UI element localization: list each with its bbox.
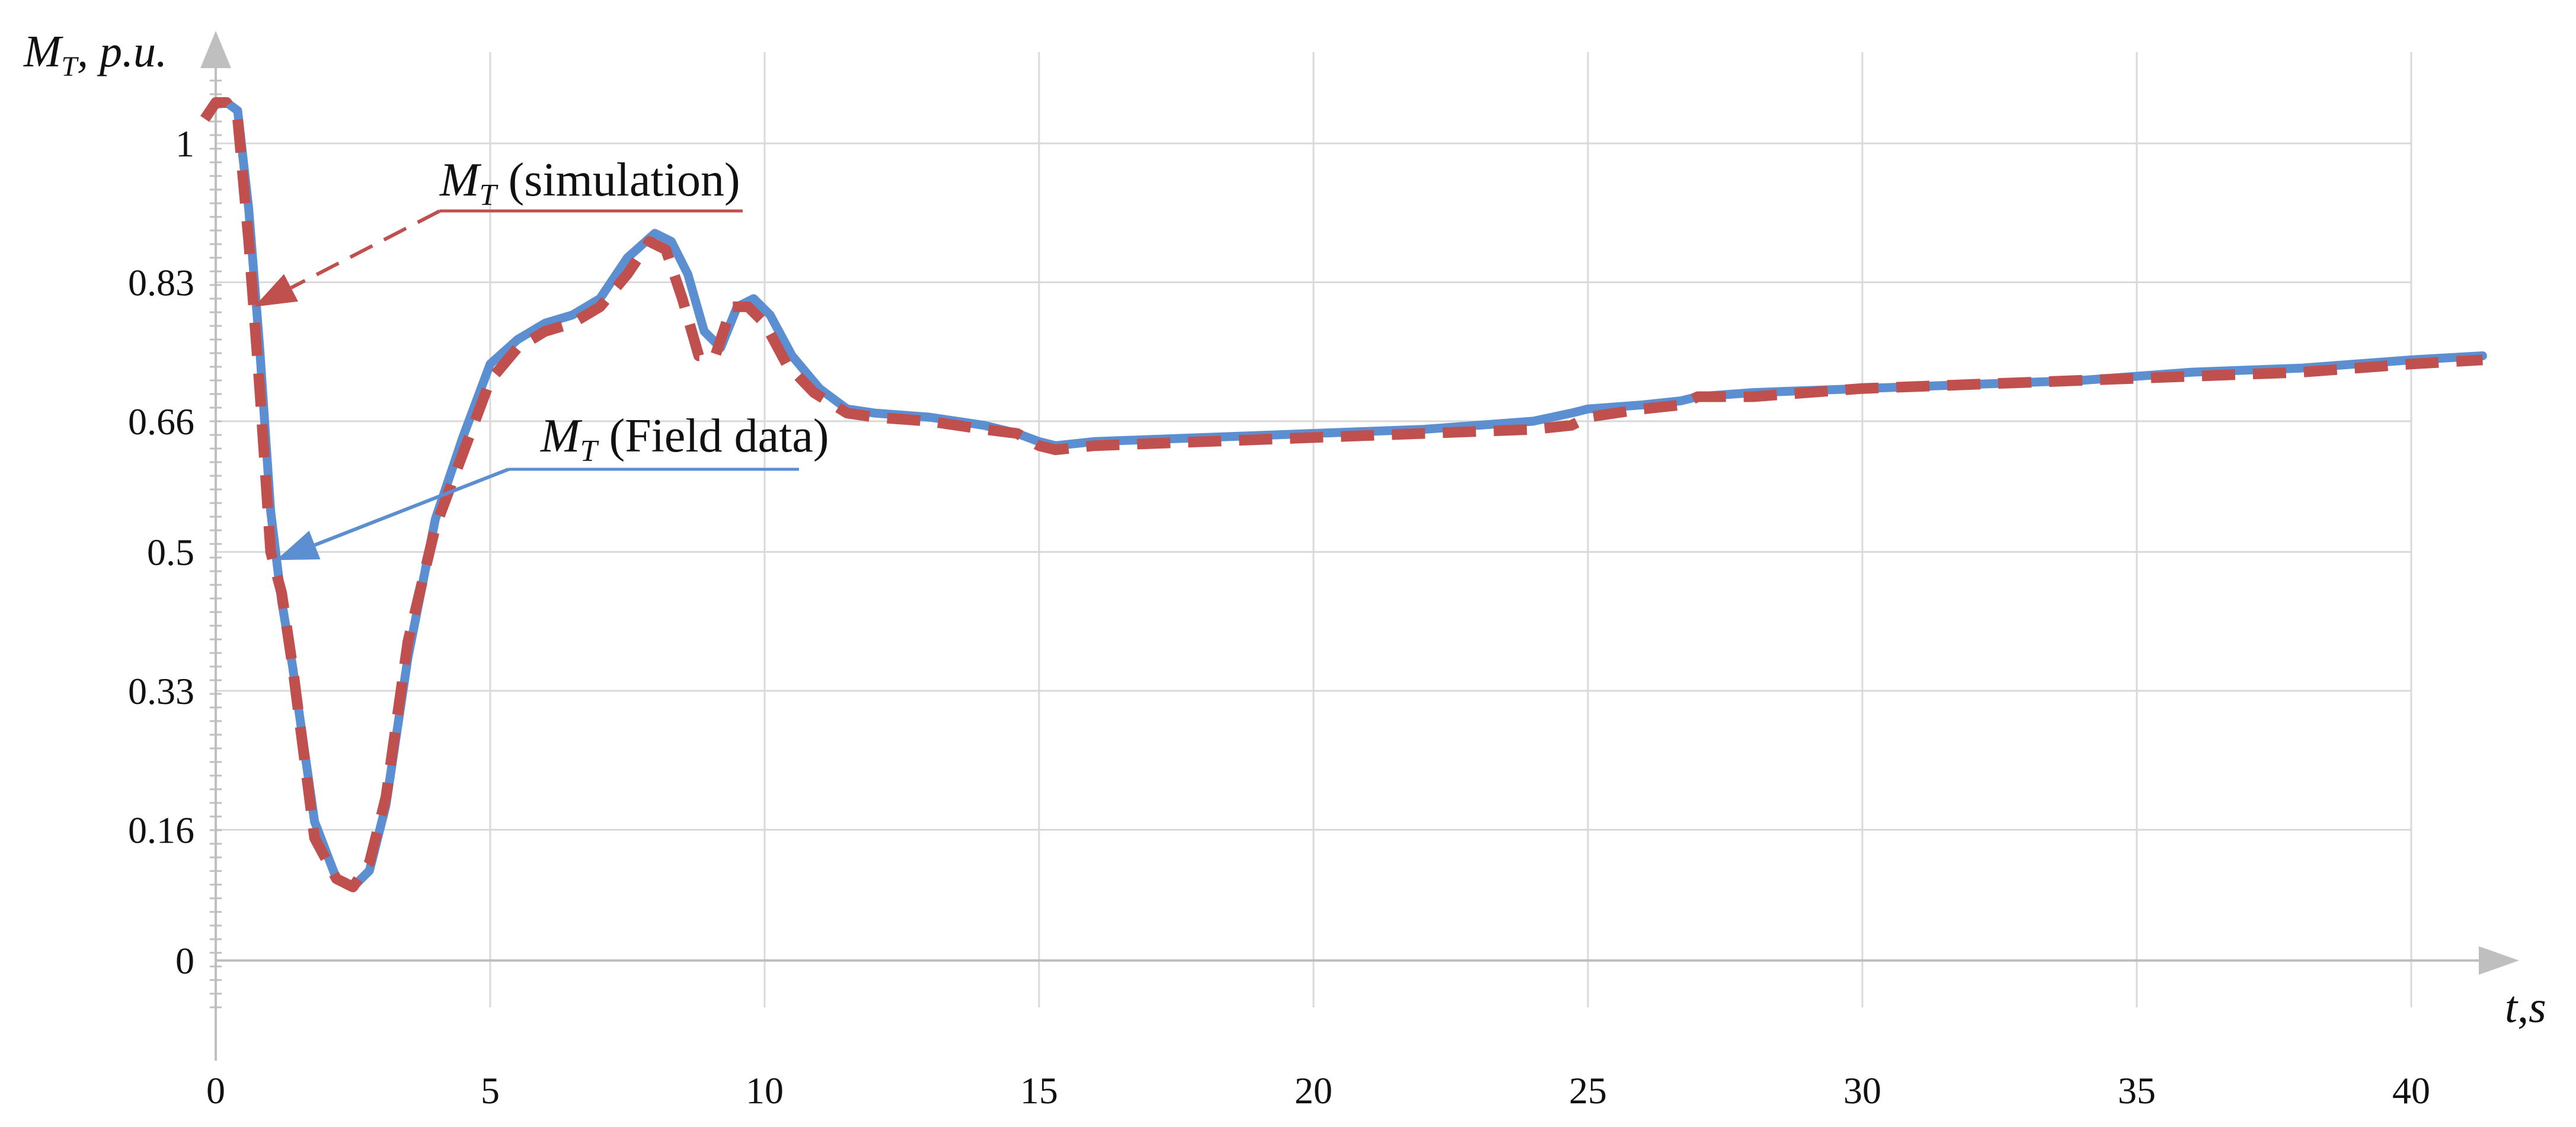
axes	[200, 31, 2519, 1061]
annotation-text: (Field data)	[597, 410, 829, 462]
x-axis-arrowhead	[2479, 946, 2519, 975]
annotation-text: (simulation)	[497, 154, 740, 206]
y-tick-labels: 0 0.16 0.33 0.5 0.66 0.83 1	[128, 123, 194, 982]
x-tick-label: 35	[2118, 1070, 2156, 1112]
annotation-symbol: M	[540, 410, 583, 462]
x-tick-label: 0	[206, 1070, 225, 1112]
annotation-subscript: T	[580, 434, 599, 468]
y-tick-label: 0.66	[128, 401, 194, 443]
x-tick-label: 25	[1569, 1070, 1607, 1112]
x-axis-title: t,s	[2505, 982, 2546, 1032]
annotation-symbol: M	[439, 154, 482, 206]
annotation-arrowhead	[254, 274, 298, 307]
y-axis-title-subscript: T	[61, 51, 79, 82]
series-line-simulation	[200, 97, 2483, 892]
y-tick-label: 0.5	[147, 532, 194, 574]
y-tick-label: 0	[175, 940, 194, 982]
series-line-field-data	[211, 98, 2487, 892]
y-tick-label: 1	[175, 123, 194, 165]
x-tick-label: 30	[1843, 1070, 1881, 1112]
x-tick-label: 10	[746, 1070, 784, 1112]
y-axis-title-symbol: M	[23, 27, 63, 76]
x-axis-title-unit: s	[2529, 982, 2546, 1032]
y-tick-label: 0.33	[128, 670, 194, 712]
x-tick-label: 5	[481, 1070, 500, 1112]
y-axis-title: MT, p.u.	[23, 27, 167, 82]
annotation-leader-line	[290, 209, 441, 290]
y-axis-title-rest: , p.u.	[77, 27, 167, 76]
x-tick-label: 15	[1020, 1070, 1058, 1112]
annotation-label: MT (simulation)	[439, 154, 740, 212]
x-axis-title-separator: ,	[2517, 982, 2529, 1032]
x-axis-title-symbol: t	[2505, 982, 2519, 1032]
annotation-label: MT (Field data)	[540, 410, 829, 468]
x-tick-label: 40	[2392, 1070, 2430, 1112]
y-tick-label: 0.83	[128, 261, 194, 303]
y-axis-arrowhead	[200, 31, 231, 68]
y-tick-label: 0.16	[128, 809, 194, 851]
series-lines	[200, 97, 2487, 892]
grid-lines	[216, 52, 2412, 1007]
annotation-subscript: T	[480, 178, 498, 212]
x-tick-label: 20	[1295, 1070, 1332, 1112]
annotation-arrowhead	[276, 530, 321, 561]
annotations: MT (simulation)MT (Field data)	[254, 154, 829, 561]
annotation-leader-line	[314, 468, 510, 547]
x-tick-labels: 0 5 10 15 20 25 30 35 40	[206, 1070, 2430, 1112]
